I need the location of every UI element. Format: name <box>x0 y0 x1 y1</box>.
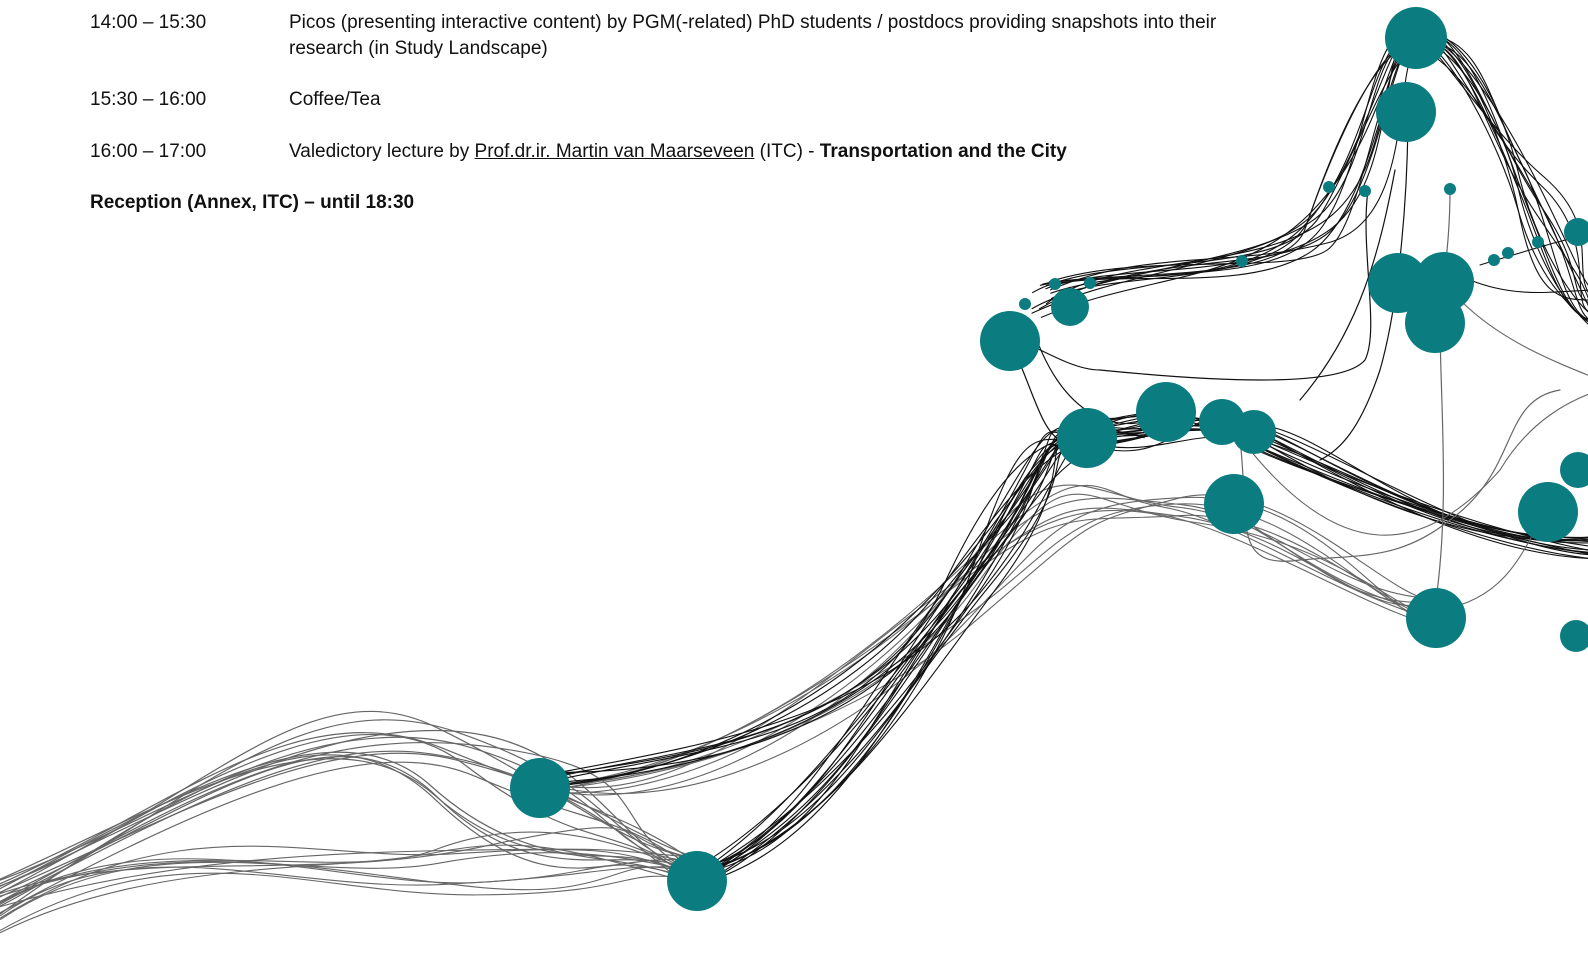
flow-line <box>692 419 1588 870</box>
flow-node <box>1368 253 1428 313</box>
flow-node <box>1236 255 1248 267</box>
flow-line <box>545 484 1459 791</box>
flow-line <box>698 428 1588 880</box>
flow-line <box>538 510 1422 788</box>
flow-line <box>539 410 1169 788</box>
schedule-time: 14:00 – 15:30 <box>90 12 207 33</box>
flow-line <box>539 497 1446 794</box>
flow-line <box>1051 39 1588 307</box>
lecture-prefix: Valedictory lecture by <box>289 141 475 162</box>
flow-line <box>1049 40 1588 299</box>
flow-nodes <box>510 7 1588 911</box>
flow-node <box>510 758 570 818</box>
flow-line <box>696 422 1588 875</box>
flow-line <box>0 752 696 893</box>
flow-line <box>0 732 684 885</box>
flow-node <box>1136 382 1196 442</box>
flow-line <box>538 431 1145 777</box>
flow-node <box>980 311 1040 371</box>
flow-line <box>0 719 695 907</box>
flow-node <box>1204 474 1264 534</box>
flow-node <box>1560 620 1588 652</box>
flow-line <box>0 848 687 908</box>
flow-line <box>690 429 1588 872</box>
flow-node <box>1019 298 1031 310</box>
flow-line <box>1469 279 1588 294</box>
flow-line <box>692 418 1588 876</box>
flow-line <box>0 872 694 932</box>
flow-line <box>537 514 1435 785</box>
flow-line <box>0 844 693 934</box>
flow-node <box>667 851 727 911</box>
flow-line <box>689 415 1588 871</box>
flow-line <box>0 736 690 915</box>
flow-line <box>547 427 1145 784</box>
flow-line <box>0 852 692 920</box>
lecture-title: Transportation and the City <box>819 141 1067 162</box>
flow-node <box>1084 277 1096 289</box>
reception-note: Reception (Annex, ITC) – until 18:30 <box>90 192 415 213</box>
flow-line <box>543 503 1429 786</box>
speaker-link[interactable]: Prof.dr.ir. Martin van Maarseveen <box>474 141 755 162</box>
flow-line <box>1048 36 1588 286</box>
flow-node <box>1057 408 1117 468</box>
flow-node <box>1564 218 1588 246</box>
flow-line <box>539 496 1433 795</box>
flow-node <box>1406 588 1466 648</box>
flow-node <box>1560 452 1588 488</box>
flow-line <box>0 761 688 914</box>
flow-line <box>690 416 1588 885</box>
schedule-time: 15:30 – 16:00 <box>90 89 207 110</box>
flow-line <box>1435 319 1445 601</box>
flow-line <box>537 484 1444 796</box>
schedule-description: Picos (presenting interactive content) b… <box>289 12 1217 59</box>
flow-line <box>1319 109 1409 461</box>
flow-line <box>542 432 1173 773</box>
flow-node <box>1323 181 1335 193</box>
flow-line <box>550 432 1147 786</box>
schedule-description: Coffee/Tea <box>289 89 381 110</box>
flow-line <box>694 419 1588 876</box>
schedule-description: Valedictory lecture by Prof.dr.ir. Marti… <box>289 139 1067 165</box>
flow-line <box>1046 32 1588 301</box>
flow-node <box>1405 293 1465 353</box>
flow-line <box>698 414 1588 875</box>
speaker-affiliation: (ITC) - <box>754 141 820 162</box>
schedule-time: 16:00 – 17:00 <box>90 141 207 162</box>
flow-node <box>1502 247 1514 259</box>
flow-line <box>1299 169 1396 401</box>
flow-line <box>1031 43 1588 320</box>
flow-node <box>1232 410 1276 454</box>
flow-node <box>1518 482 1578 542</box>
flow-node <box>1444 183 1456 195</box>
flow-node <box>1376 82 1436 142</box>
flow-line <box>0 742 695 903</box>
flow-node <box>1385 7 1447 69</box>
flow-line <box>705 429 1588 870</box>
flow-line <box>1249 393 1588 536</box>
flow-line <box>697 413 1588 881</box>
flow-line <box>0 845 686 919</box>
flow-line <box>689 428 1588 875</box>
flow-line <box>694 417 1588 888</box>
flow-node <box>1359 185 1371 197</box>
flow-line <box>0 861 699 897</box>
flow-line <box>708 418 1588 882</box>
flow-node <box>1049 278 1061 290</box>
flow-node <box>1488 254 1500 266</box>
flow-line <box>0 858 684 906</box>
flow-lines <box>0 25 1588 934</box>
flow-line <box>540 424 1172 781</box>
flow-line <box>0 756 699 898</box>
flow-line <box>1038 38 1588 322</box>
flow-line <box>1459 299 1588 376</box>
flow-line <box>704 425 1588 884</box>
flow-node <box>1051 288 1089 326</box>
flow-line <box>0 729 682 887</box>
flow-node <box>1532 236 1544 248</box>
